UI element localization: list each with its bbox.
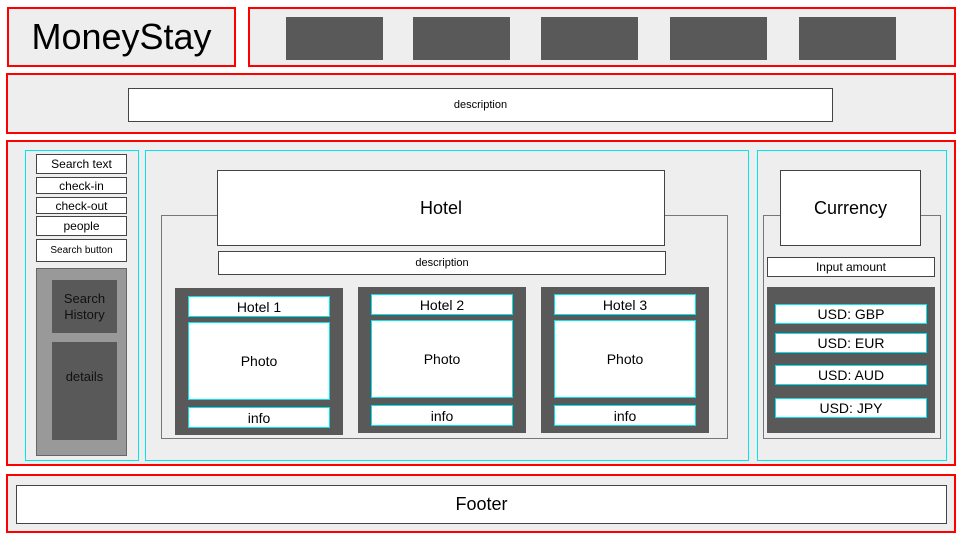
hotel-info[interactable]: info (554, 405, 696, 426)
nav-item-2[interactable] (413, 17, 510, 60)
banner-description: description (128, 88, 833, 122)
main-section: Search text check-in check-out people Se… (6, 140, 956, 466)
hotel-photo: Photo (188, 322, 330, 400)
nav-item-1[interactable] (286, 17, 383, 60)
nav-item-3[interactable] (541, 17, 638, 60)
search-history-details: details (52, 342, 117, 440)
nav-item-5[interactable] (799, 17, 896, 60)
hotel-panel: Hotel description Hotel 1 Photo info Hot… (145, 150, 749, 461)
logo-section: MoneyStay (7, 7, 236, 67)
currency-rates-panel: USD: GBP USD: EUR USD: AUD USD: JPY (767, 287, 935, 433)
search-history-title[interactable]: Search History (52, 280, 117, 333)
search-history-panel: Search History details (36, 268, 127, 456)
check-in-field[interactable]: check-in (36, 177, 127, 194)
amount-input[interactable]: Input amount (767, 257, 935, 277)
rate-usd-aud[interactable]: USD: AUD (775, 365, 927, 385)
logo-text: MoneyStay (31, 16, 212, 57)
currency-title: Currency (780, 170, 921, 246)
footer-label: Footer (16, 485, 947, 524)
nav-item-4[interactable] (670, 17, 767, 60)
hotel-title: Hotel (217, 170, 665, 246)
people-field[interactable]: people (36, 216, 127, 236)
hotel-info[interactable]: info (188, 407, 330, 428)
hotel-photo: Photo (554, 320, 696, 398)
hotel-card-name[interactable]: Hotel 2 (371, 294, 513, 315)
currency-panel: Currency Input amount USD: GBP USD: EUR … (757, 150, 947, 461)
rate-usd-jpy[interactable]: USD: JPY (775, 398, 927, 418)
nav-bar (248, 7, 956, 67)
search-button[interactable]: Search button (36, 239, 127, 262)
details-label: details (65, 369, 104, 384)
rate-usd-eur[interactable]: USD: EUR (775, 333, 927, 353)
hotel-card-2[interactable]: Hotel 2 Photo info (358, 287, 526, 433)
footer-section: Footer (6, 474, 956, 533)
search-panel: Search text check-in check-out people Se… (25, 150, 139, 461)
hotel-photo: Photo (371, 320, 513, 398)
hotel-info[interactable]: info (371, 405, 513, 426)
rate-usd-gbp[interactable]: USD: GBP (775, 304, 927, 324)
hotel-card-name[interactable]: Hotel 3 (554, 294, 696, 315)
search-text-input[interactable]: Search text (36, 154, 127, 174)
hotel-card-3[interactable]: Hotel 3 Photo info (541, 287, 709, 433)
banner-section: description (6, 73, 956, 134)
hotel-description: description (218, 251, 666, 275)
hotel-card-name[interactable]: Hotel 1 (188, 296, 330, 317)
hotel-card-1[interactable]: Hotel 1 Photo info (175, 288, 343, 435)
check-out-field[interactable]: check-out (36, 197, 127, 214)
